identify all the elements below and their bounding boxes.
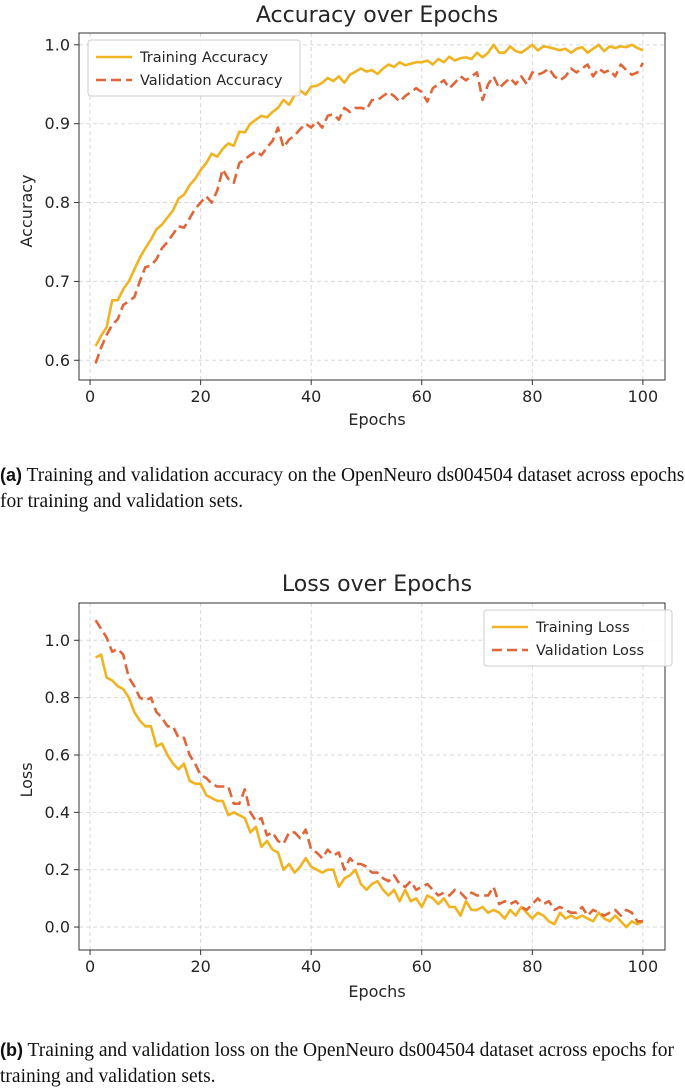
plot-frame bbox=[78, 602, 666, 951]
caption-label: (b) bbox=[0, 1040, 23, 1060]
legend-label: Training Accuracy bbox=[139, 50, 268, 66]
x-tick-label: 20 bbox=[190, 387, 210, 406]
x-tick-label: 60 bbox=[412, 957, 432, 976]
y-tick-label: 0.4 bbox=[45, 803, 70, 822]
y-tick-label: 0.8 bbox=[45, 688, 70, 707]
legend-box bbox=[87, 39, 301, 97]
caption-label: (a) bbox=[0, 465, 22, 485]
series-line-validation-accuracy bbox=[94, 62, 645, 364]
legend-box bbox=[483, 609, 673, 667]
y-tick-label: 0.6 bbox=[45, 351, 70, 370]
accuracy-chart: Accuracy over Epochs 0 20 40 60 80 100 0.6 0.7 0… bbox=[17, 3, 666, 429]
accuracy-figure: Accuracy over Epochs 0 20 40 60 80 100 0.6 0.7 0… bbox=[0, 0, 685, 440]
x-axis-label: Epochs bbox=[348, 982, 405, 1001]
y-axis-label: Loss bbox=[17, 762, 36, 797]
x-tick-label: 20 bbox=[190, 957, 210, 976]
x-axis-label: Epochs bbox=[348, 410, 405, 429]
caption-a: (a) Training and validation accuracy on … bbox=[0, 462, 685, 515]
x-tick-label: 100 bbox=[628, 957, 659, 976]
x-tick-label: 0 bbox=[85, 957, 95, 976]
caption-text: Training and validation accuracy on the … bbox=[0, 465, 685, 512]
y-tick-label: 0.8 bbox=[45, 193, 70, 212]
y-tick-label: 1.0 bbox=[45, 631, 70, 650]
x-tick-label: 100 bbox=[628, 387, 659, 406]
x-tick-label: 60 bbox=[412, 387, 432, 406]
series-line-training-accuracy bbox=[94, 43, 644, 347]
y-tick-label: 0.0 bbox=[45, 918, 70, 937]
y-tick-label: 1.0 bbox=[45, 35, 70, 54]
caption-text: Training and validation loss on the Open… bbox=[0, 1040, 674, 1087]
y-tick-label: 0.2 bbox=[45, 860, 70, 879]
caption-b: (b) Training and validation loss on the … bbox=[0, 1037, 685, 1090]
loss-figure: Loss over Epochs 0 20 40 60 80 100 0.0 0.2 0.4 0.… bbox=[0, 560, 685, 1010]
legend-label: Validation Loss bbox=[536, 643, 644, 659]
chart-title: Loss over Epochs bbox=[282, 572, 472, 597]
x-tick-label: 40 bbox=[301, 957, 321, 976]
x-tick-label: 80 bbox=[522, 957, 542, 976]
legend-label: Training Loss bbox=[535, 620, 630, 636]
y-tick-label: 0.7 bbox=[45, 272, 70, 291]
y-tick-label: 0.6 bbox=[45, 745, 70, 764]
y-tick-label: 0.9 bbox=[45, 114, 70, 133]
series-line-training-loss bbox=[94, 653, 644, 929]
chart-title: Accuracy over Epochs bbox=[256, 3, 498, 28]
x-tick-label: 0 bbox=[85, 387, 95, 406]
x-tick-label: 40 bbox=[301, 387, 321, 406]
x-tick-label: 80 bbox=[522, 387, 542, 406]
plot-frame bbox=[78, 32, 666, 381]
legend-label: Validation Accuracy bbox=[140, 73, 283, 89]
loss-chart: Loss over Epochs 0 20 40 60 80 100 0.0 0.2 0.4 0.… bbox=[17, 572, 673, 1001]
y-axis-label: Accuracy bbox=[17, 174, 36, 247]
